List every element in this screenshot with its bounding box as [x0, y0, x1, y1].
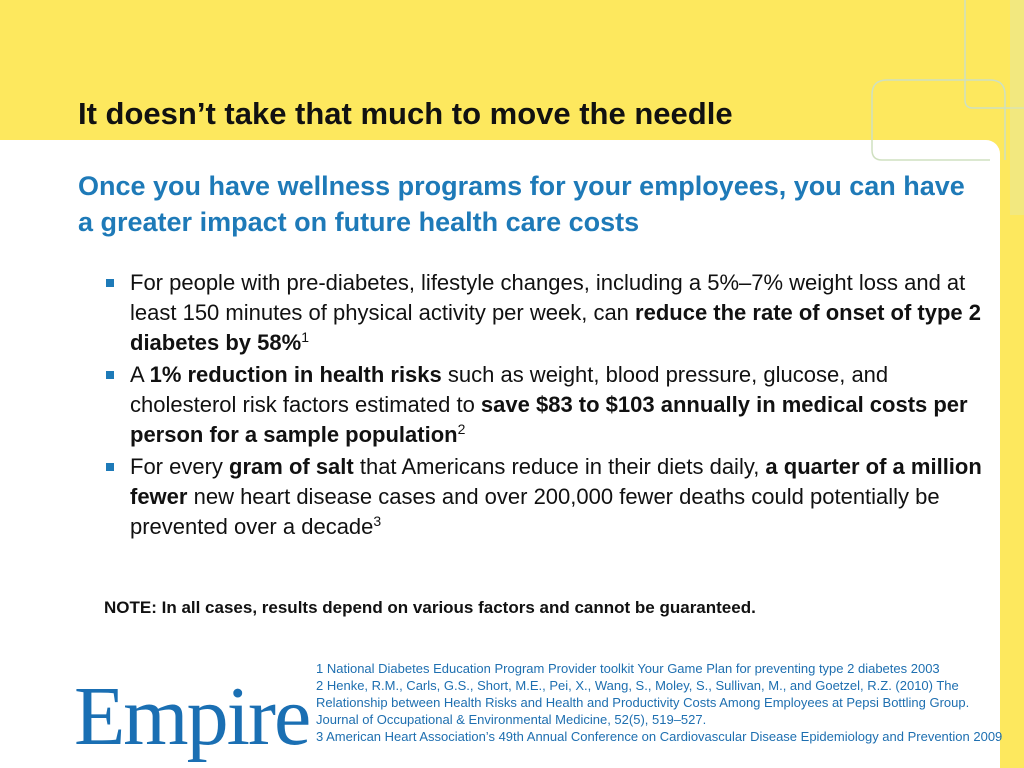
bullet-item: For every gram of salt that Americans re… — [106, 452, 992, 542]
footnote-ref: 1 — [301, 329, 309, 345]
logo: Empire — [74, 670, 311, 763]
footnote: 1 National Diabetes Education Program Pr… — [316, 661, 940, 676]
content-panel — [0, 140, 1000, 768]
footnote-ref: 3 — [373, 513, 382, 529]
text: new heart disease cases and over 200,000… — [130, 484, 940, 539]
bold-text: save $83 to $103 annually in medical cos… — [130, 392, 968, 447]
bold-text: gram of salt — [229, 454, 354, 479]
bold-text: a quarter of a million fewer — [130, 454, 982, 509]
text: A — [130, 362, 150, 387]
bold-text: reduce the rate of onset of type 2 diabe… — [130, 300, 981, 355]
footnotes: 1 National Diabetes Education Program Pr… — [316, 660, 1006, 745]
footnote: 3 American Heart Association’s 49th Annu… — [316, 729, 1003, 744]
bullet-item: A 1% reduction in health risks such as w… — [106, 360, 992, 450]
bullet-list: For people with pre-diabetes, lifestyle … — [106, 268, 992, 544]
bullet-item: For people with pre-diabetes, lifestyle … — [106, 268, 992, 358]
footnote: 2 Henke, R.M., Carls, G.S., Short, M.E.,… — [316, 678, 970, 727]
text: For every — [130, 454, 230, 479]
footnote-ref: 2 — [457, 421, 466, 437]
text: For people with pre-diabetes, lifestyle … — [130, 270, 966, 325]
bold-text: 1% reduction in health risks — [149, 362, 442, 387]
subtitle: Once you have wellness programs for your… — [78, 171, 965, 237]
text: such as weight, blood pressure, glucose,… — [130, 362, 889, 417]
decoration — [871, 0, 1024, 215]
note: NOTE: In all cases, results depend on va… — [104, 598, 756, 617]
text: that Americans reduce in their diets dai… — [353, 454, 766, 479]
title: It doesn’t take that much to move the ne… — [78, 96, 733, 131]
